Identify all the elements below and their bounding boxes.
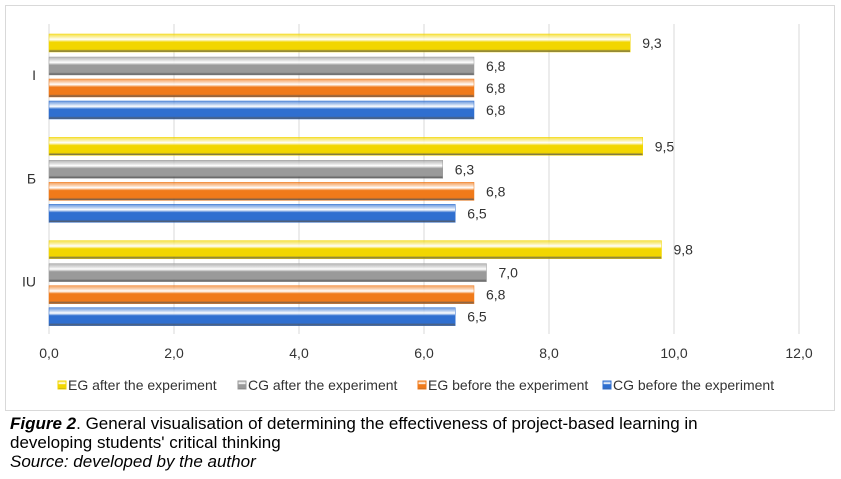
legend-swatch bbox=[57, 380, 67, 390]
x-tick-label: 4,0 bbox=[289, 345, 309, 361]
bar bbox=[48, 160, 443, 179]
legend-swatch bbox=[417, 380, 427, 390]
legend-label: EG after the experiment bbox=[68, 377, 217, 393]
x-tick-label: 8,0 bbox=[539, 345, 559, 361]
data-label: 9,3 bbox=[642, 35, 662, 51]
data-label: 6,8 bbox=[486, 287, 506, 303]
caption-source: Source: developed by the author bbox=[10, 452, 256, 471]
data-label: 9,8 bbox=[674, 242, 694, 258]
bar bbox=[48, 182, 475, 201]
x-tick-label: 6,0 bbox=[414, 345, 434, 361]
bar bbox=[48, 56, 475, 76]
data-label: 6,3 bbox=[455, 161, 475, 177]
figure-caption: Figure 2. General visualisation of deter… bbox=[10, 414, 698, 433]
category-label: I bbox=[32, 67, 36, 83]
data-label: 6,8 bbox=[486, 183, 506, 199]
legend-swatch bbox=[602, 380, 612, 390]
bar bbox=[48, 78, 475, 98]
data-label: 6,5 bbox=[467, 309, 487, 325]
caption-text-line2: developing students' critical thinking bbox=[10, 433, 281, 452]
bar bbox=[48, 307, 456, 326]
x-tick-label: 12,0 bbox=[785, 345, 812, 361]
data-label: 6,8 bbox=[486, 102, 506, 118]
bar bbox=[48, 240, 662, 259]
data-label: 6,5 bbox=[467, 205, 487, 221]
bar bbox=[48, 100, 475, 120]
bar bbox=[48, 33, 631, 53]
bar bbox=[48, 137, 643, 156]
category-label: Б bbox=[27, 170, 36, 186]
data-label: 6,8 bbox=[486, 80, 506, 96]
bar-chart: 0,0 2,0 4,0 6,0 8,0 10,0 12,0 I 9,3 6,8 6,8 6,8 Б 9,5… bbox=[22, 24, 813, 393]
figure-label: Figure 2 bbox=[10, 414, 77, 433]
legend-swatch bbox=[237, 380, 247, 390]
legend-label: CG after the experiment bbox=[248, 377, 398, 393]
chart-frame bbox=[5, 5, 835, 411]
x-tick-label: 10,0 bbox=[660, 345, 687, 361]
x-tick-label: 2,0 bbox=[164, 345, 184, 361]
legend-label: EG before the experiment bbox=[428, 377, 588, 393]
data-label: 6,8 bbox=[486, 58, 506, 74]
x-tick-label: 0,0 bbox=[39, 345, 59, 361]
bar bbox=[48, 285, 475, 304]
category-label: IU bbox=[22, 274, 36, 290]
caption-text: . General visualisation of determining t… bbox=[76, 414, 698, 433]
data-label: 9,5 bbox=[655, 138, 675, 154]
data-label: 7,0 bbox=[499, 265, 519, 281]
bar bbox=[48, 204, 456, 223]
legend-label: CG before the experiment bbox=[613, 377, 774, 393]
bar bbox=[48, 263, 487, 282]
